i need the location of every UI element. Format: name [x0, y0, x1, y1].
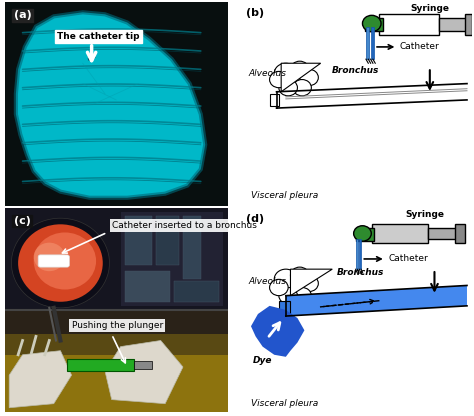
Circle shape	[293, 287, 311, 304]
Text: (b): (b)	[246, 8, 264, 18]
Circle shape	[291, 267, 309, 283]
Text: Visceral pleura: Visceral pleura	[251, 191, 318, 200]
Text: (a): (a)	[14, 10, 31, 20]
Bar	[372, 224, 428, 243]
Text: Catheter inserted to a bronchus: Catheter inserted to a bronchus	[112, 221, 256, 230]
Text: Visceral pleura: Visceral pleura	[251, 399, 318, 408]
Text: (c): (c)	[14, 216, 30, 226]
Bar	[174, 281, 219, 302]
Bar	[120, 212, 223, 306]
Polygon shape	[9, 351, 72, 408]
Bar	[183, 216, 201, 280]
Bar	[365, 18, 383, 31]
Circle shape	[363, 15, 381, 32]
Bar	[358, 239, 361, 269]
Bar	[5, 208, 228, 310]
Text: Syringe: Syringe	[410, 4, 449, 13]
Circle shape	[270, 280, 288, 296]
Text: (d): (d)	[246, 214, 264, 224]
Text: Pushing the plunger: Pushing the plunger	[72, 321, 163, 330]
Bar	[379, 14, 439, 35]
Circle shape	[279, 79, 298, 96]
Circle shape	[300, 275, 319, 292]
Text: The catheter tip: The catheter tip	[57, 32, 139, 41]
Bar	[125, 271, 170, 302]
Circle shape	[279, 287, 298, 304]
Bar	[134, 361, 152, 369]
Circle shape	[270, 72, 288, 88]
Bar	[5, 334, 228, 355]
Circle shape	[274, 63, 298, 84]
Circle shape	[293, 79, 311, 96]
Polygon shape	[281, 63, 320, 92]
Text: Alveolus: Alveolus	[249, 277, 287, 286]
Text: Bronchus: Bronchus	[337, 268, 384, 277]
Text: Catheter: Catheter	[388, 255, 428, 263]
Circle shape	[34, 243, 65, 271]
Circle shape	[34, 233, 96, 290]
Bar	[356, 239, 358, 269]
Polygon shape	[291, 269, 332, 296]
Bar	[371, 27, 374, 59]
Bar	[5, 310, 228, 412]
Bar	[456, 224, 465, 243]
Bar	[67, 359, 134, 371]
Circle shape	[300, 69, 319, 86]
Bar	[439, 18, 467, 31]
Bar	[465, 14, 472, 35]
Bar	[125, 216, 152, 265]
Bar	[270, 94, 279, 106]
Polygon shape	[286, 285, 467, 316]
Bar	[279, 301, 291, 315]
Text: Bronchus: Bronchus	[332, 67, 379, 75]
Polygon shape	[16, 12, 205, 198]
Circle shape	[274, 269, 298, 290]
Text: Dye: Dye	[253, 357, 273, 365]
Bar	[366, 27, 369, 59]
Circle shape	[291, 61, 309, 77]
Bar	[356, 228, 374, 240]
Circle shape	[11, 218, 109, 308]
Polygon shape	[105, 340, 183, 404]
Text: Alveolus: Alveolus	[249, 69, 287, 78]
Bar	[428, 228, 458, 238]
Polygon shape	[251, 306, 304, 357]
Circle shape	[354, 226, 371, 241]
Text: Catheter: Catheter	[400, 42, 439, 52]
FancyBboxPatch shape	[38, 255, 69, 267]
Bar	[156, 216, 179, 265]
Bar	[5, 355, 228, 412]
Text: Syringe: Syringe	[406, 210, 445, 219]
Circle shape	[18, 224, 103, 302]
